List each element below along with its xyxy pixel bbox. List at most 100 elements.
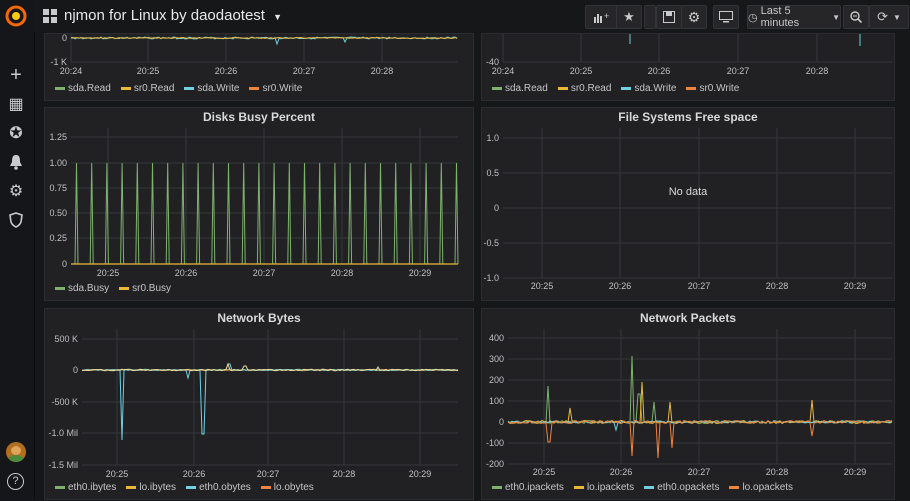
- add-panel-button[interactable]: +: [585, 5, 619, 29]
- caret-down-icon: ▼: [832, 12, 840, 22]
- x-tick-label: 20:25: [570, 66, 593, 76]
- y-tick-label: 0.75: [49, 183, 67, 193]
- y-tick-label: 0.5: [486, 168, 499, 178]
- refresh-button[interactable]: ⟳ ▼: [869, 5, 909, 29]
- x-tick-label: 20:25: [531, 281, 554, 291]
- zoom-out-icon: [850, 11, 862, 23]
- tv-mode-button[interactable]: [713, 5, 739, 29]
- y-tick-label: 100: [489, 396, 504, 406]
- legend-item[interactable]: sr0.Busy: [119, 283, 171, 294]
- legend-swatch: [184, 87, 195, 90]
- user-avatar[interactable]: [6, 442, 26, 462]
- monitor-icon: [719, 11, 733, 23]
- legend-swatch: [573, 486, 584, 489]
- y-tick-label: -40: [486, 57, 499, 67]
- network-bytes-panel[interactable]: Network Bytes 500 K 0 -500 K -1.0 Mil -1.5 M…: [44, 308, 474, 500]
- add-panel-icon: +: [594, 11, 609, 23]
- panel-title[interactable]: File Systems Free space: [618, 110, 758, 124]
- explore-icon[interactable]: ✪: [9, 125, 23, 142]
- panel-title[interactable]: Network Bytes: [217, 311, 301, 325]
- configuration-gear-icon[interactable]: ⚙: [8, 183, 24, 200]
- network-packets-panel[interactable]: Network Packets 400 300 200 100 0 -100 -200 20:…: [481, 308, 895, 500]
- legend-label: eth0.opackets: [657, 482, 720, 493]
- legend-label: lo.opackets: [742, 482, 794, 493]
- caret-down-icon: ▼: [892, 12, 901, 22]
- y-tick-label: -200: [486, 459, 504, 469]
- legend-item[interactable]: sr0.Write: [686, 83, 739, 94]
- x-tick-label: 20:29: [409, 469, 432, 479]
- y-tick-label: 500 K: [54, 334, 78, 344]
- dashboard-title[interactable]: njmon for Linux by daodaotest ▼: [64, 7, 282, 24]
- legend-swatch: [55, 87, 65, 90]
- gear-icon: ⚙: [687, 8, 701, 25]
- x-tick-label: 20:25: [533, 467, 556, 477]
- server-admin-shield-icon[interactable]: [5, 209, 27, 231]
- dashboards-icon[interactable]: ▦: [8, 96, 24, 113]
- panel-title[interactable]: Disks Busy Percent: [202, 110, 316, 124]
- legend-item[interactable]: sr0.Write: [249, 83, 302, 94]
- disks-busy-panel[interactable]: Disks Busy Percent 1.25 1.00 0.75 0.50 0.25 0…: [44, 107, 474, 301]
- legend-label: sr0.Busy: [132, 283, 172, 294]
- y-tick-label: 0: [62, 259, 67, 269]
- legend-label: sda.Read: [68, 83, 111, 94]
- x-tick-label: 20:25: [137, 66, 160, 76]
- legend-swatch: [119, 287, 130, 290]
- filesystems-panel[interactable]: File Systems Free space 1.0 0.5 0 -0.5 -1.0 2…: [481, 107, 895, 301]
- y-tick-label: -0.5: [483, 238, 499, 248]
- star-button[interactable]: ★: [616, 5, 642, 29]
- alerting-bell-icon[interactable]: [5, 151, 27, 173]
- series-line: [507, 355, 893, 425]
- legend-item[interactable]: sda.Read: [492, 83, 548, 94]
- legend-item[interactable]: eth0.ipackets: [492, 482, 564, 493]
- disks-busy-chart: 1.25 1.00 0.75 0.50 0.25 0 20:25 20:26 20:27 20:2…: [49, 128, 459, 278]
- legend-item[interactable]: eth0.ibytes: [55, 482, 116, 493]
- zoom-out-button[interactable]: [843, 5, 869, 29]
- time-range-label: Last 5 minutes: [760, 5, 800, 29]
- x-tick-label: 20:28: [331, 268, 354, 278]
- disk-io-panel-left[interactable]: 0 -1 K 20:24 20:25 20:26 20:27 20:28 sda.Read s…: [44, 33, 474, 101]
- legend-swatch: [686, 87, 697, 90]
- y-tick-label: 0.50: [49, 208, 67, 218]
- sidebar: + ▦ ✪ ⚙ ?: [0, 0, 35, 500]
- legend-item[interactable]: eth0.obytes: [186, 482, 251, 493]
- time-picker-button[interactable]: ◷ Last 5 minutes ▼: [747, 5, 841, 29]
- legend-item[interactable]: sda.Busy: [55, 283, 109, 294]
- panel-title[interactable]: Network Packets: [639, 311, 737, 325]
- legend-swatch: [126, 486, 137, 489]
- legend-label: sr0.Read: [133, 83, 175, 94]
- legend-label: lo.obytes: [273, 482, 314, 493]
- legend-item[interactable]: lo.opackets: [729, 482, 793, 493]
- legend-item[interactable]: lo.ipackets: [573, 482, 634, 493]
- legend-item[interactable]: sda.Write: [621, 83, 676, 94]
- x-tick-label: 20:29: [844, 467, 867, 477]
- legend-swatch: [621, 87, 632, 90]
- disk-io-panel-right[interactable]: -40 20:24 20:25 20:26 20:27 20:28 sda.Read sr0…: [481, 33, 895, 101]
- legend-item[interactable]: lo.ibytes: [126, 482, 176, 493]
- x-tick-label: 20:27: [257, 469, 280, 479]
- legend-item[interactable]: eth0.opackets: [644, 482, 719, 493]
- legend-label: eth0.ibytes: [68, 482, 117, 493]
- help-icon[interactable]: ?: [7, 473, 24, 490]
- save-dashboard-button[interactable]: [656, 5, 682, 29]
- legend-swatch: [557, 87, 568, 90]
- x-tick-label: 20:26: [648, 66, 671, 76]
- grafana-logo[interactable]: [4, 4, 28, 28]
- legend-item[interactable]: lo.obytes: [260, 482, 314, 493]
- separator: [644, 5, 656, 29]
- legend-item[interactable]: sr0.Read: [120, 83, 175, 94]
- legend-label: eth0.obytes: [199, 482, 251, 493]
- create-icon[interactable]: +: [10, 63, 22, 86]
- x-tick-label: 20:29: [844, 281, 867, 291]
- y-tick-label: 1.00: [49, 158, 67, 168]
- dashboard-grid-icon[interactable]: [43, 9, 57, 23]
- legend-item[interactable]: sda.Read: [55, 83, 111, 94]
- x-tick-label: 20:27: [293, 66, 316, 76]
- network-packets-chart: 400 300 200 100 0 -100 -200 20:25 20:26 20:27 20:2…: [486, 329, 893, 477]
- legend-item[interactable]: sda.Write: [184, 83, 239, 94]
- legend-swatch: [249, 87, 260, 90]
- legend-label: sr0.Write: [262, 83, 303, 94]
- legend-swatch: [729, 486, 740, 489]
- legend-item[interactable]: sr0.Read: [557, 83, 611, 94]
- settings-button[interactable]: ⚙: [681, 5, 707, 29]
- y-tick-label: 1.0: [486, 133, 499, 143]
